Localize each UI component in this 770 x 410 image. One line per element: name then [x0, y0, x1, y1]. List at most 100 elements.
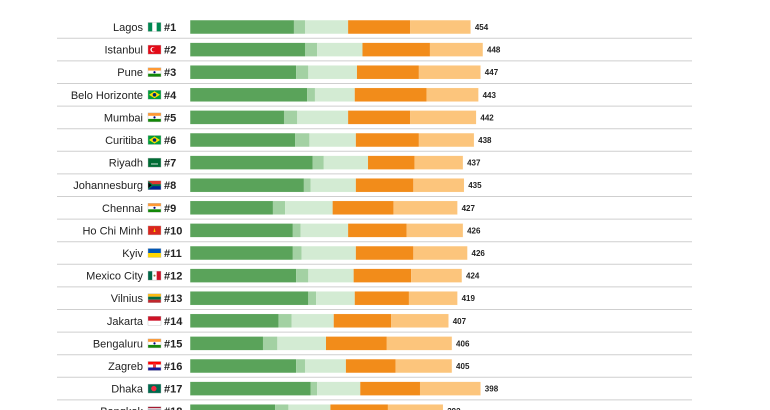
brazil-flag-icon [147, 135, 162, 145]
chart-row: Mumbai #5 442 [57, 110, 692, 130]
bar-outline [189, 155, 464, 170]
bar-segment-5 [413, 246, 468, 260]
total-label: 438 [478, 136, 492, 145]
bar-segment-2 [293, 20, 305, 34]
bar-segment-4 [355, 246, 414, 260]
brazil-flag-icon [147, 90, 162, 100]
city-label: Bengaluru [93, 338, 143, 350]
flag-stripe [148, 367, 161, 371]
city-label: Jakarta [107, 316, 144, 328]
flag-stripe [148, 344, 161, 348]
chart-row: Kyiv #11 426 [57, 245, 692, 265]
bar-segment-1 [190, 336, 263, 351]
bar-segment-2 [303, 178, 311, 193]
rank-label: #5 [164, 112, 176, 124]
bar-segment-5 [418, 65, 481, 80]
flag-stripe [148, 361, 161, 365]
flag-field [148, 158, 161, 168]
bar-segment-2 [262, 336, 278, 351]
flag-wheel [153, 71, 156, 74]
chart-row: Vilnius #13 419 [57, 290, 692, 310]
bar-segment-4 [355, 178, 414, 193]
total-label: 426 [467, 226, 481, 235]
city-label: Pune [117, 67, 143, 79]
flag-stripe [148, 180, 161, 186]
city-label: Curitiba [105, 135, 144, 147]
bar-segment-4 [355, 133, 419, 147]
flag-border [147, 180, 162, 190]
flag-border [147, 157, 162, 168]
bar-segment-2 [275, 404, 289, 410]
bar-segment-1 [190, 404, 276, 410]
india-flag-icon [147, 338, 162, 349]
flag-crescent-cut [151, 47, 156, 52]
rank-label: #18 [164, 406, 182, 410]
city-label: Dhaka [111, 384, 144, 396]
lithuania-flag-icon [147, 293, 162, 303]
bar-segment-1 [190, 20, 294, 34]
turkey-flag-icon [147, 44, 162, 55]
bar-outline [189, 200, 458, 216]
flag-band [153, 184, 161, 187]
flag-border [147, 270, 162, 281]
bar-segment-5 [418, 133, 475, 147]
bar-segment-4 [354, 87, 427, 102]
total-label: 419 [462, 294, 476, 303]
indonesia-flag-icon [147, 316, 162, 326]
chart-row: Riyadh #7 437 [57, 155, 692, 175]
bar-segment-3 [285, 200, 333, 215]
bar-outline [189, 268, 463, 283]
flag-border [147, 67, 162, 77]
bar-outline [189, 245, 468, 261]
bar-segment-2 [295, 133, 310, 147]
flag-emblem [153, 274, 156, 277]
rank-label: #3 [164, 67, 176, 79]
bar-segment-4 [353, 268, 412, 283]
chart-row: Bengaluru #15 406 [57, 336, 692, 356]
bar-segment-2 [304, 42, 318, 57]
flag-globe [152, 93, 157, 97]
city-label: Lagos [113, 22, 143, 34]
flag-border [147, 361, 162, 371]
flag-border [147, 383, 162, 394]
bar-segment-4 [354, 291, 409, 306]
rank-label: #9 [164, 203, 176, 215]
rank-label: #7 [164, 158, 176, 170]
flag-stripe [148, 67, 161, 71]
flag-border [147, 316, 162, 326]
bar-segment-1 [190, 359, 297, 373]
rank-label: #8 [164, 180, 176, 192]
total-label: 406 [456, 339, 470, 348]
flag-stripe [148, 248, 161, 253]
city-label: Zagreb [108, 361, 143, 373]
bar-segment-2 [272, 200, 286, 215]
bar-segment-1 [190, 110, 284, 125]
bar-segment-4 [348, 110, 411, 125]
rank-label: #11 [164, 248, 182, 260]
flag-border [147, 338, 162, 349]
flag-stripe [148, 316, 161, 321]
flag-stripe [148, 112, 161, 116]
bar-segment-5 [429, 42, 484, 57]
rank-label: #1 [164, 22, 176, 34]
total-label: 435 [468, 181, 482, 190]
bar-segment-3 [291, 313, 334, 328]
rank-label: #15 [164, 338, 182, 350]
flag-stripe [152, 22, 157, 32]
bar-segment-5 [393, 200, 458, 215]
bar-segment-1 [190, 291, 309, 306]
flag-stripe [148, 271, 153, 281]
bar-segment-1 [190, 223, 293, 238]
bar-segment-4 [348, 20, 411, 34]
chart-row: Curitiba #6 438 [57, 132, 692, 152]
city-label: Istanbul [104, 45, 143, 57]
rank-label: #17 [164, 384, 182, 396]
chart-row: Mexico City #12 424 [57, 268, 692, 288]
city-label: Vilnius [111, 293, 144, 305]
city-label: Mexico City [86, 271, 143, 283]
flag-sword [151, 163, 158, 165]
bar-segment-5 [408, 291, 458, 306]
total-label: 448 [487, 46, 501, 55]
city-label: Riyadh [109, 158, 143, 170]
